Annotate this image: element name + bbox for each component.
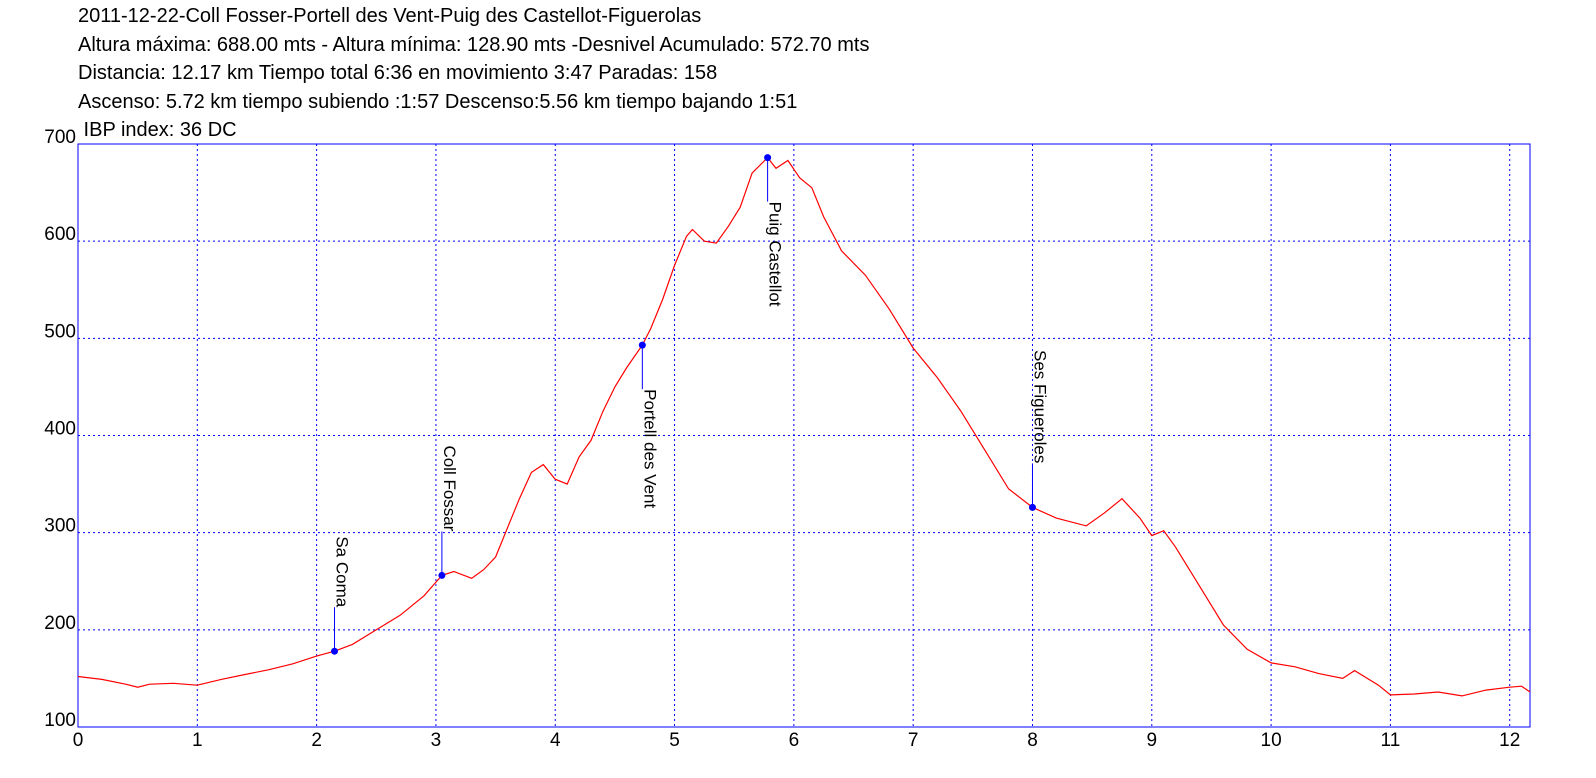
y-tick-label: 700 bbox=[44, 127, 76, 148]
annotation-label: Coll Fossar bbox=[440, 445, 459, 531]
annotation-point bbox=[438, 571, 446, 579]
annotation-label: Ses Figueroles bbox=[1030, 350, 1049, 463]
x-tick-label: 12 bbox=[1499, 730, 1520, 751]
subtitle: Altura máxima: 688.00 mts - Altura mínim… bbox=[78, 34, 869, 56]
y-tick-label: 400 bbox=[44, 419, 76, 440]
subtitle: Ascenso: 5.72 km tiempo subiendo :1:57 D… bbox=[78, 91, 797, 113]
y-tick-label: 100 bbox=[44, 710, 76, 731]
x-tick-label: 9 bbox=[1146, 730, 1157, 751]
elevation-line bbox=[77, 156, 1531, 697]
x-tick-label: 3 bbox=[431, 730, 442, 751]
annotation-point bbox=[638, 341, 646, 349]
x-tick-label: 6 bbox=[789, 730, 800, 751]
y-tick-label: 200 bbox=[44, 613, 76, 634]
chart-title: 2011-12-22-Coll Fosser-Portell des Vent-… bbox=[78, 5, 701, 27]
annotation-label: Sa Coma bbox=[333, 536, 352, 607]
y-tick-label: 500 bbox=[44, 321, 76, 342]
annotation-point bbox=[1028, 503, 1036, 511]
x-tick-label: 2 bbox=[311, 730, 322, 751]
annotation-label: Portell des Vent bbox=[640, 389, 659, 508]
x-tick-label: 0 bbox=[73, 730, 84, 751]
subtitle: IBP index: 36 DC bbox=[78, 119, 237, 141]
x-tick-label: 1 bbox=[192, 730, 203, 751]
x-tick-label: 11 bbox=[1381, 730, 1401, 751]
x-tick-label: 10 bbox=[1261, 730, 1282, 751]
x-tick-label: 8 bbox=[1027, 730, 1038, 751]
annotation-point bbox=[331, 647, 339, 655]
annotation-label: Puig Castellot bbox=[766, 202, 785, 307]
x-tick-label: 7 bbox=[908, 730, 919, 751]
annotation-point bbox=[764, 154, 772, 162]
plot-frame bbox=[77, 143, 1531, 728]
y-tick-label: 300 bbox=[44, 516, 76, 537]
y-tick-label: 600 bbox=[44, 224, 76, 245]
x-tick-label: 5 bbox=[669, 730, 680, 751]
x-tick-label: 4 bbox=[550, 730, 561, 751]
subtitle: Distancia: 12.17 km Tiempo total 6:36 en… bbox=[78, 62, 717, 84]
